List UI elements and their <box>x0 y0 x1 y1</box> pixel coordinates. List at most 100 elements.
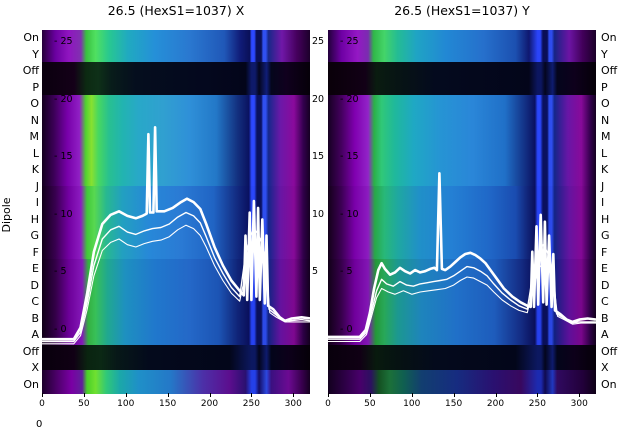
x-tick-label: 150 <box>445 399 463 409</box>
corner-origin-label: 0 <box>36 419 43 430</box>
white-trace <box>328 243 596 340</box>
row-label: K <box>601 163 609 177</box>
row-label: N <box>601 113 610 127</box>
row-label: D <box>601 278 610 292</box>
row-label: G <box>601 229 610 243</box>
inner-tick-label: - 25 <box>54 36 73 47</box>
heatmap-panel-x: - 25 - 20 - 15 - 10 - 5 - 0 <box>42 30 310 394</box>
row-label: O <box>601 97 610 111</box>
row-label: On <box>601 377 617 391</box>
x-tick-label: 0 <box>39 399 45 409</box>
left-panel-title: 26.5 (HexS1=1037) X <box>107 3 245 18</box>
heatmap-band <box>42 94 310 187</box>
row-label: I <box>35 196 39 210</box>
heatmap-band <box>328 61 596 96</box>
row-label: X <box>31 361 39 375</box>
row-label: H <box>30 212 39 226</box>
x-tick-label: 50 <box>364 399 376 409</box>
inner-tick-label: - 0 <box>54 323 67 335</box>
x-tick-mark <box>369 393 371 397</box>
row-label: F <box>32 245 39 259</box>
trace-overlay <box>328 172 596 343</box>
row-label: C <box>31 295 39 309</box>
row-label: L <box>32 146 39 160</box>
row-label: H <box>601 212 610 226</box>
row-labels-right: On Y Off P O N M L K J I H G F E D C B A Off X On <box>601 30 637 393</box>
trace-overlay <box>42 126 310 345</box>
x-tick-mark <box>251 393 253 397</box>
gap-tick-label: 20 <box>312 93 325 105</box>
inner-tick-label: - 20 <box>340 93 359 105</box>
inner-tick-label: - 20 <box>54 93 73 105</box>
row-label: B <box>31 311 39 325</box>
white-trace <box>328 262 596 343</box>
x-tick-mark <box>537 393 539 397</box>
row-label: X <box>601 361 609 375</box>
row-label: I <box>601 196 605 210</box>
inner-tick-label: - 5 <box>340 266 353 278</box>
right-panel-title: 26.5 (HexS1=1037) Y <box>394 3 530 18</box>
row-label: D <box>30 278 39 292</box>
row-label: M <box>601 130 611 144</box>
heatmap-band <box>328 94 596 187</box>
x-tick-mark <box>83 393 85 397</box>
x-tick-mark <box>411 393 413 397</box>
row-label: E <box>601 262 608 276</box>
row-label: L <box>601 146 608 160</box>
row-label: M <box>29 130 40 144</box>
x-tick-mark <box>293 393 295 397</box>
heatmap-band <box>328 370 596 394</box>
row-label: E <box>32 262 39 276</box>
white-trace <box>328 172 596 339</box>
row-label: Y <box>601 47 608 61</box>
x-tick-mark <box>167 393 169 397</box>
x-tick-label: 250 <box>528 399 546 409</box>
heatmap-panel-y: - 25 - 20 - 15 - 10 - 5 - 0 <box>328 30 596 394</box>
inner-tick-label: - 5 <box>54 266 67 278</box>
x-tick-mark <box>495 393 497 397</box>
heatmap-band <box>42 61 310 96</box>
x-tick-mark <box>209 393 211 397</box>
x-tick-label: 0 <box>325 399 331 409</box>
heatmap-band <box>328 186 596 260</box>
x-tick-mark <box>579 393 581 397</box>
row-label: F <box>601 245 608 259</box>
white-trace <box>42 211 310 343</box>
row-label: Off <box>22 64 39 78</box>
white-trace <box>42 224 310 345</box>
row-label: Off <box>22 344 39 358</box>
heatmap-band <box>42 345 310 372</box>
inner-tick-label: - 0 <box>340 323 353 335</box>
gap-tick-label: 15 <box>312 151 325 163</box>
x-tick-mark <box>453 393 455 397</box>
x-tick-mark <box>42 393 43 397</box>
heatmap-band <box>42 30 310 63</box>
inner-tick-label: - 15 <box>340 151 359 163</box>
heatmap-band <box>42 370 310 394</box>
x-tick-label: 200 <box>200 399 219 409</box>
inner-tick-label: - 15 <box>54 151 73 163</box>
row-label: A <box>31 328 39 342</box>
x-tick-label: 300 <box>570 399 588 409</box>
row-label: O <box>30 97 39 111</box>
x-tick-label: 100 <box>403 399 421 409</box>
x-tick-label: 200 <box>486 399 505 409</box>
gap-tick-label: 5 <box>312 266 319 278</box>
row-label: Y <box>32 47 39 61</box>
x-tick-label: 50 <box>78 399 90 409</box>
row-label: On <box>601 31 617 45</box>
row-label: K <box>31 163 39 177</box>
row-label: N <box>30 113 39 127</box>
inner-tick-label: - 10 <box>54 208 73 220</box>
row-label: P <box>601 80 608 94</box>
gap-tick-label: 25 <box>312 36 325 47</box>
gap-tick-label: 10 <box>312 208 325 220</box>
x-tick-label: 150 <box>159 399 177 409</box>
x-tick-mark <box>328 393 329 397</box>
row-label: J <box>35 179 39 193</box>
row-label: G <box>30 229 39 243</box>
x-tick-mark <box>125 393 127 397</box>
row-label: B <box>601 311 609 325</box>
row-label: C <box>601 295 609 309</box>
